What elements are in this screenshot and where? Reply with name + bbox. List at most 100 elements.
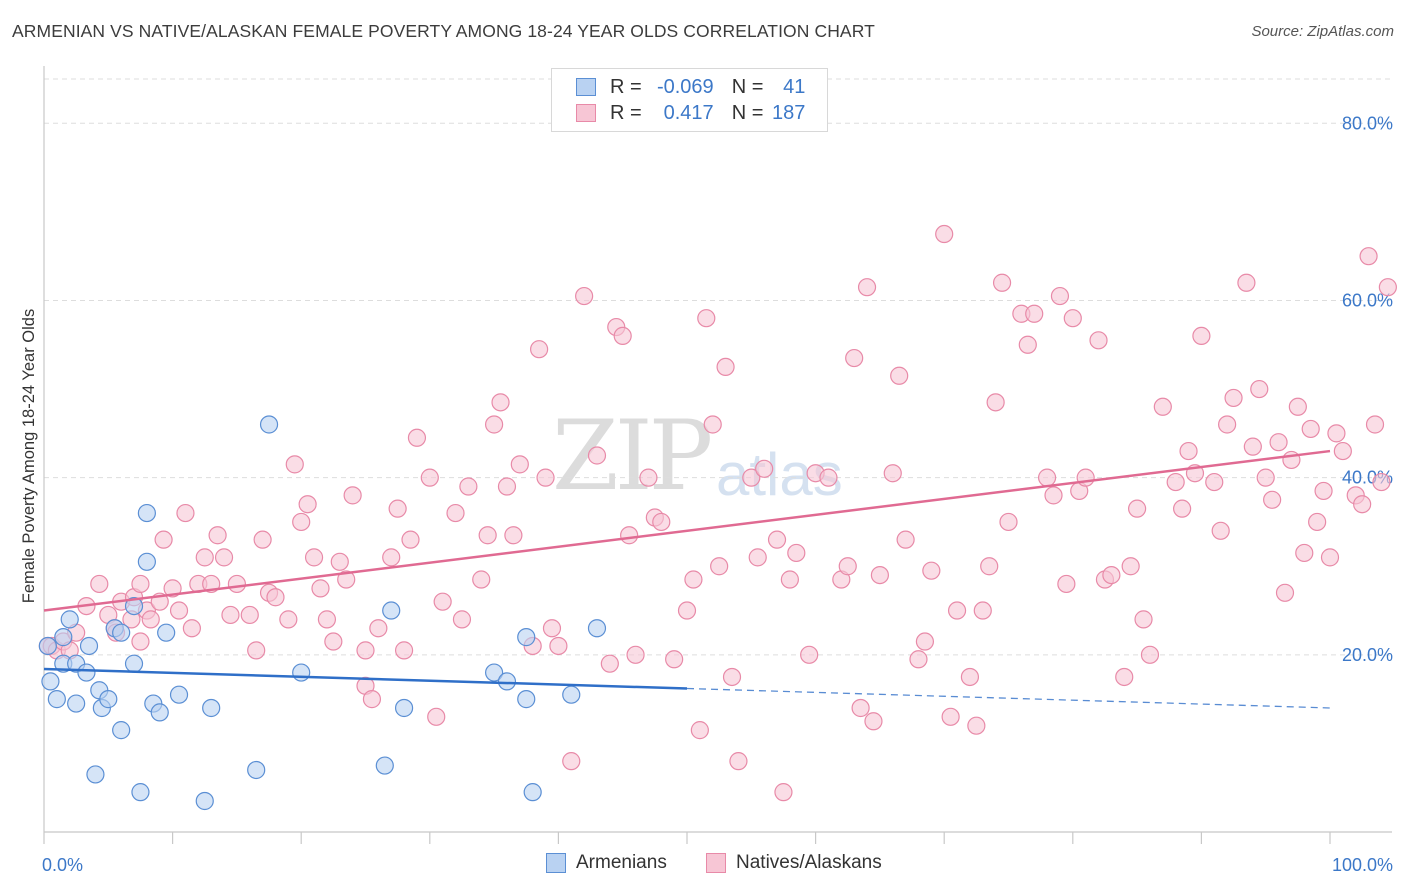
native-point: [1372, 472, 1391, 492]
native-point: [767, 530, 787, 549]
native-point: [716, 357, 735, 377]
native-point: [755, 459, 774, 478]
native-point: [491, 393, 510, 412]
native-point: [208, 526, 227, 545]
native-point: [1050, 286, 1070, 306]
native-point: [922, 561, 941, 580]
armenian-point: [79, 636, 99, 656]
native-point: [472, 570, 491, 589]
armenians-swatch: [576, 78, 596, 96]
native-point: [459, 477, 478, 496]
armenian-point: [54, 628, 73, 647]
native-point: [677, 601, 697, 620]
native-point: [1037, 468, 1057, 487]
native-point: [292, 512, 311, 532]
native-point: [626, 645, 645, 664]
native-point: [742, 468, 761, 487]
native-point: [549, 636, 568, 656]
armenian-point: [137, 552, 156, 571]
armenian-point: [292, 663, 311, 682]
native-point: [697, 309, 716, 328]
native-point: [369, 619, 388, 638]
legend-r-label: R =: [610, 101, 642, 124]
native-point: [141, 610, 160, 629]
native-point: [1044, 486, 1063, 505]
native-point: [915, 632, 935, 651]
native-point: [195, 548, 214, 567]
native-point: [433, 592, 452, 611]
native-point: [1025, 304, 1044, 323]
native-point: [587, 446, 607, 465]
native-point: [1140, 645, 1160, 664]
native-point: [407, 428, 427, 447]
native-point: [729, 752, 748, 771]
native-point: [1308, 512, 1327, 532]
native-point: [1115, 667, 1134, 687]
native-point: [154, 530, 173, 549]
native-point: [780, 570, 799, 589]
armenian-point: [124, 596, 144, 616]
native-point: [394, 641, 414, 660]
y-axis-label: Female Poverty Among 18-24 Year Olds: [20, 309, 38, 603]
native-point: [690, 721, 709, 740]
native-point: [845, 348, 864, 368]
native-point: [542, 619, 562, 638]
native-point: [710, 557, 729, 576]
native-point: [285, 455, 304, 474]
native-point: [748, 548, 767, 567]
armenian-point: [523, 783, 542, 802]
natives-swatch: [576, 104, 596, 122]
native-point: [935, 224, 954, 244]
native-point: [485, 415, 504, 434]
native-point: [1018, 335, 1037, 354]
native-point: [909, 650, 928, 669]
native-point: [1057, 574, 1076, 594]
native-point: [800, 645, 819, 664]
native-point: [883, 464, 902, 483]
bottom-legend-natives: Natives/Alaskans: [706, 852, 882, 874]
armenian-point: [259, 415, 279, 434]
legend-n-value: 187: [772, 101, 806, 124]
x-tick-label: 0.0%: [42, 855, 83, 875]
armenians-legend-swatch: [546, 853, 566, 873]
armenian-point: [38, 636, 57, 656]
armenian-point: [67, 694, 86, 713]
native-point: [446, 503, 465, 523]
native-point: [1327, 424, 1346, 443]
native-point: [324, 632, 343, 651]
native-point: [452, 610, 472, 629]
native-point: [227, 574, 246, 594]
armenian-point: [41, 672, 60, 691]
native-point: [575, 286, 594, 306]
native-point: [992, 273, 1012, 292]
armenian-point: [60, 610, 79, 629]
armenian-point: [517, 690, 536, 709]
correlation-legend: R = -0.069 N = 41 R = 0.417 N = 187: [551, 68, 828, 132]
native-point: [857, 278, 877, 297]
native-point: [1153, 397, 1172, 416]
native-point: [1353, 495, 1372, 514]
native-point: [1211, 521, 1230, 540]
natives-legend-label: Natives/Alaskans: [736, 852, 882, 873]
native-point: [330, 552, 349, 571]
native-point: [169, 601, 189, 620]
native-point: [1205, 472, 1224, 492]
native-point: [478, 526, 497, 545]
native-point: [620, 526, 639, 545]
bottom-legend-armenians: Armenians: [546, 852, 667, 874]
native-point: [684, 570, 703, 589]
native-point: [973, 601, 992, 620]
native-point: [247, 641, 266, 660]
native-point: [1288, 397, 1307, 416]
native-point: [1359, 247, 1378, 266]
native-point: [999, 512, 1018, 532]
legend-n-label: N =: [731, 101, 764, 124]
y-tick-label: 60.0%: [1342, 290, 1393, 310]
native-point: [1237, 273, 1256, 292]
native-point: [1076, 468, 1095, 487]
native-point: [131, 632, 150, 651]
native-point: [221, 605, 240, 625]
native-point: [870, 565, 890, 585]
native-point: [176, 503, 195, 523]
armenian-point: [157, 623, 176, 642]
